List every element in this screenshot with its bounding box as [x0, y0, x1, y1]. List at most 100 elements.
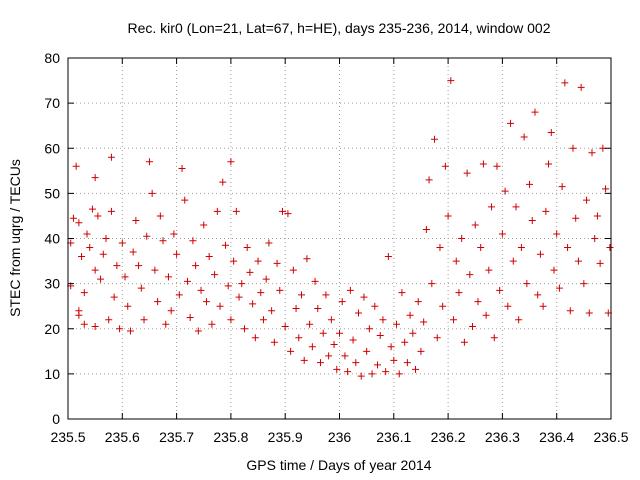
data-point	[606, 244, 614, 252]
data-point	[585, 309, 593, 317]
data-point	[441, 162, 449, 170]
data-point	[422, 225, 430, 233]
x-axis-label: GPS time / Days of year 2014	[246, 457, 431, 473]
data-points	[67, 77, 614, 380]
data-point	[390, 356, 398, 364]
data-point	[235, 293, 243, 301]
data-point	[523, 280, 531, 288]
data-point	[344, 368, 352, 376]
y-tick-label: 80	[44, 50, 60, 66]
data-point	[97, 275, 105, 283]
data-point	[363, 347, 371, 355]
data-point	[360, 293, 368, 301]
data-point	[501, 187, 509, 195]
x-tick-labels: 235.5 235.6 235.7 235.8 235.9 236 236.1 236.2 23…	[50, 429, 628, 445]
data-point	[346, 286, 354, 294]
data-point	[80, 320, 88, 328]
data-point	[564, 244, 572, 252]
data-point	[561, 79, 569, 87]
data-point	[216, 302, 224, 310]
data-point	[143, 232, 151, 240]
data-point	[278, 207, 286, 215]
data-point	[308, 343, 316, 351]
data-point	[86, 244, 94, 252]
data-point	[539, 302, 547, 310]
data-point	[135, 262, 143, 270]
data-point	[276, 286, 284, 294]
data-point	[368, 370, 376, 378]
data-point	[596, 259, 604, 267]
data-point	[105, 316, 113, 324]
data-point	[553, 230, 561, 238]
x-tick-label: 236.4	[539, 429, 574, 445]
data-point	[186, 313, 194, 321]
data-point	[124, 302, 132, 310]
y-tick-label: 0	[52, 411, 60, 427]
data-point	[300, 356, 308, 364]
data-point	[431, 135, 439, 143]
data-point	[129, 248, 137, 256]
data-point	[583, 196, 591, 204]
data-point	[154, 298, 162, 306]
x-tick-label: 236	[328, 429, 352, 445]
data-point	[425, 176, 433, 184]
data-point	[338, 298, 346, 306]
data-point	[303, 255, 311, 263]
data-point	[355, 309, 363, 317]
data-point	[75, 219, 83, 227]
data-point	[126, 327, 134, 335]
data-point	[542, 207, 550, 215]
data-point	[401, 338, 409, 346]
data-point	[336, 329, 343, 337]
data-point	[265, 239, 273, 247]
data-point	[91, 266, 99, 274]
data-point	[102, 235, 110, 242]
data-point	[268, 307, 276, 315]
data-point	[572, 214, 580, 222]
data-point	[493, 162, 501, 170]
y-tick-label: 10	[44, 366, 60, 382]
data-point	[224, 282, 232, 290]
data-point	[99, 250, 107, 258]
data-point	[509, 257, 517, 265]
data-point	[412, 365, 420, 373]
data-point	[555, 284, 563, 292]
data-point	[325, 352, 333, 360]
data-point	[593, 212, 601, 220]
data-point	[213, 207, 221, 215]
y-tick-labels: 0 10 20 30 40 50 60 70 80	[44, 50, 60, 427]
data-point	[289, 266, 297, 274]
data-point	[178, 165, 186, 173]
data-point	[151, 266, 159, 274]
data-point	[550, 266, 558, 274]
data-point	[227, 158, 235, 166]
data-point	[281, 322, 289, 330]
data-point	[297, 291, 305, 299]
data-point	[243, 244, 251, 252]
data-point	[173, 250, 181, 258]
data-point	[295, 334, 303, 342]
data-point	[485, 266, 493, 274]
data-point	[254, 257, 262, 265]
data-point	[208, 320, 216, 328]
data-point	[107, 207, 115, 215]
data-point	[479, 160, 487, 168]
data-point	[113, 262, 121, 270]
data-point	[319, 329, 327, 337]
data-point	[121, 273, 129, 281]
data-point	[382, 368, 390, 376]
data-point	[246, 268, 254, 276]
data-point	[202, 298, 210, 306]
data-point	[259, 316, 267, 324]
data-point	[189, 237, 197, 245]
x-tick-label: 235.8	[213, 429, 248, 445]
data-point	[450, 316, 458, 324]
data-point	[444, 212, 452, 220]
data-point	[488, 203, 496, 211]
x-tick-label: 235.9	[268, 429, 303, 445]
data-point	[507, 119, 515, 127]
data-point	[574, 257, 582, 265]
data-point	[341, 352, 349, 360]
x-tick-label: 236.3	[485, 429, 520, 445]
data-point	[148, 189, 156, 197]
